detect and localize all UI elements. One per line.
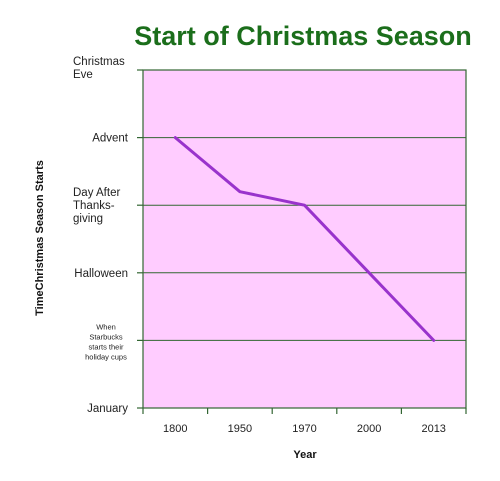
x-axis-label: Year (293, 449, 317, 461)
y-axis-label: TimeChristmas Season Starts (34, 160, 46, 316)
y-tick-label: January (87, 403, 128, 415)
x-tick-label: 1950 (228, 423, 252, 435)
y-tick-label: Advent (92, 133, 129, 145)
x-tick-label: 1970 (292, 423, 316, 435)
y-tick-label: Christmas Eve (73, 56, 125, 81)
series-line (173, 136, 436, 342)
y-tick-label: Day After Thanks-giving (73, 187, 120, 225)
y-axis-tick-labels: January When Starbucks starts their holiday … (73, 56, 129, 415)
x-tick-label: 1800 (163, 423, 187, 435)
chart-title: Start of Christmas Season (134, 21, 472, 51)
y-tick-label: Halloween (74, 268, 128, 280)
x-tick-label: 2013 (421, 423, 445, 435)
plot-area (142, 69, 467, 409)
x-axis-tick-labels: 1800 1950 1970 2000 2013 (163, 423, 446, 435)
x-axis-ticks (142, 408, 467, 414)
x-tick-label: 2000 (357, 423, 381, 435)
y-tick-label: When Starbucks starts their holiday cups (85, 322, 127, 361)
